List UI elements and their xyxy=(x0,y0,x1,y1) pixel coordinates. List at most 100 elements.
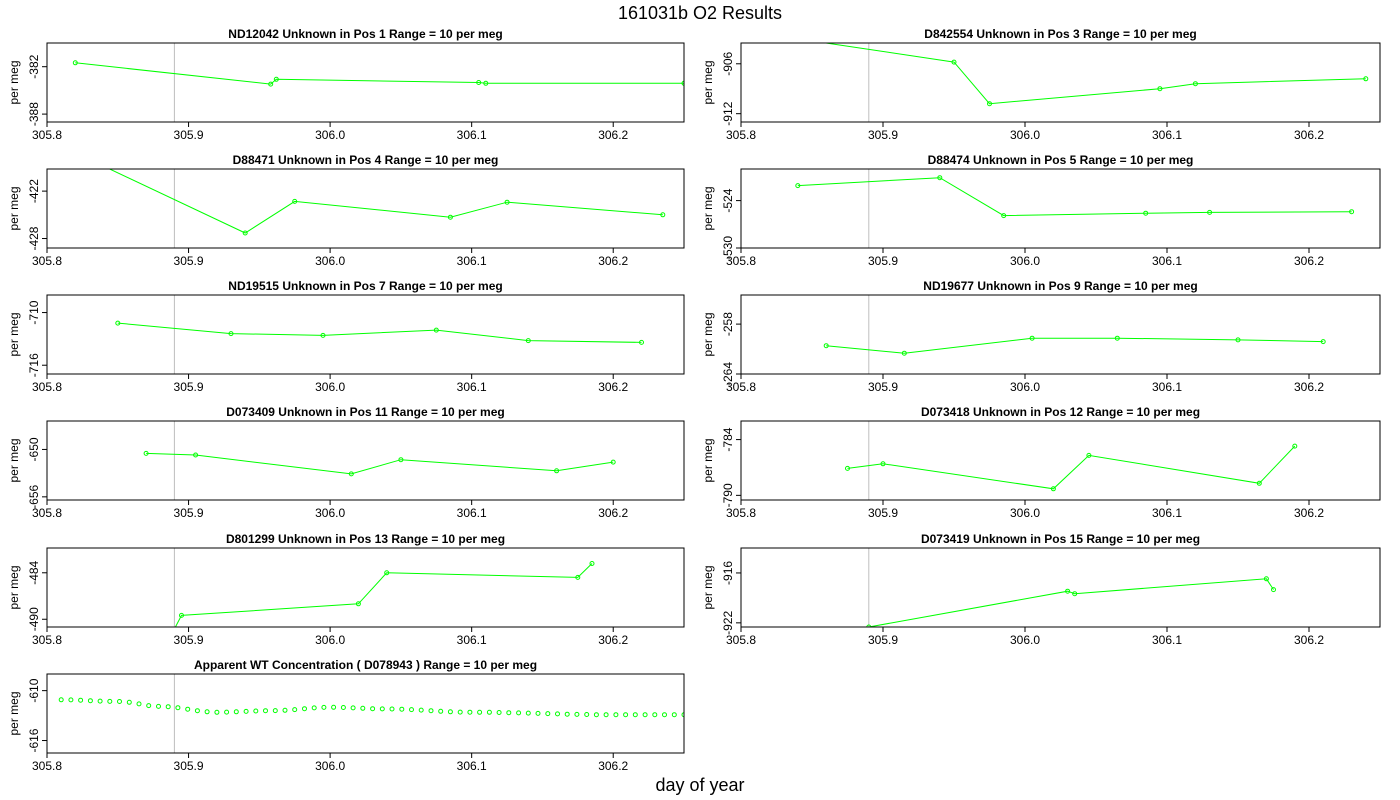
data-point xyxy=(428,708,434,714)
data-point xyxy=(126,699,132,705)
data-point xyxy=(340,705,346,710)
y-axis-label: per meg xyxy=(7,691,21,735)
data-point xyxy=(603,712,609,718)
data-point xyxy=(1192,81,1198,87)
x-tick-label: 305.8 xyxy=(32,759,62,773)
data-point xyxy=(1235,337,1241,343)
x-tick-label: 305.9 xyxy=(174,128,204,142)
data-point xyxy=(623,712,629,718)
data-point xyxy=(525,710,531,716)
x-tick-label: 306.0 xyxy=(315,759,345,773)
data-point xyxy=(433,327,439,333)
data-group xyxy=(822,43,1369,107)
x-tick-label: 306.2 xyxy=(598,380,628,394)
panel-4: D88474 Unknown in Pos 5 Range = 10 per m… xyxy=(701,153,1381,268)
data-point xyxy=(951,59,957,65)
x-tick-label: 306.0 xyxy=(1010,633,1040,647)
plot-frame xyxy=(740,294,1381,375)
y-tick-label: -388 xyxy=(27,102,41,126)
data-point xyxy=(483,80,489,86)
y-tick-label: -656 xyxy=(27,485,41,509)
data-point xyxy=(311,705,317,711)
y-tick-label: -710 xyxy=(27,300,41,324)
data-point xyxy=(193,452,199,458)
data-point xyxy=(575,574,581,580)
data-point xyxy=(179,612,184,618)
plot-frame xyxy=(740,168,1381,249)
data-point xyxy=(504,199,510,205)
x-tick-label: 306.1 xyxy=(1152,380,1182,394)
y-tick-label: -912 xyxy=(721,101,735,125)
panel-1: ND12042 Unknown in Pos 1 Range = 10 per … xyxy=(7,27,685,142)
x-tick-label: 306.2 xyxy=(1294,254,1324,268)
data-point xyxy=(1271,587,1276,593)
data-group xyxy=(58,697,684,718)
data-point xyxy=(165,704,171,710)
y-tick-label: -790 xyxy=(721,483,735,507)
data-point xyxy=(1292,443,1298,449)
panel-10: D073419 Unknown in Pos 15 Range = 10 per… xyxy=(701,532,1381,647)
data-point xyxy=(574,711,580,717)
data-point xyxy=(97,698,103,704)
data-point xyxy=(302,706,307,712)
data-point xyxy=(987,101,992,107)
data-point xyxy=(117,699,122,704)
data-point xyxy=(194,708,200,714)
data-point xyxy=(58,697,64,703)
panel-title: D073409 Unknown in Pos 11 Range = 10 per… xyxy=(226,405,504,419)
data-point xyxy=(175,705,181,711)
data-point xyxy=(379,706,385,712)
data-point xyxy=(384,570,390,576)
y-tick-label: -258 xyxy=(721,312,735,336)
plot-frame xyxy=(740,547,1381,628)
x-tick-label: 305.9 xyxy=(868,633,898,647)
series-line xyxy=(174,563,593,627)
series-line xyxy=(146,452,614,475)
data-point xyxy=(589,561,595,566)
panel-title: D073418 Unknown in Pos 12 Range = 10 per… xyxy=(921,405,1200,419)
data-point xyxy=(233,709,239,715)
x-tick-label: 305.8 xyxy=(726,254,756,268)
x-tick-label: 306.2 xyxy=(1294,633,1324,647)
panel-8: D073418 Unknown in Pos 12 Range = 10 per… xyxy=(701,405,1381,520)
data-point xyxy=(681,712,684,718)
x-tick-label: 306.2 xyxy=(598,633,628,647)
panel-title: D073419 Unknown in Pos 15 Range = 10 per… xyxy=(921,532,1200,546)
data-point xyxy=(78,697,84,703)
y-tick-label: -484 xyxy=(27,560,41,584)
data-point xyxy=(1001,213,1007,219)
data-point xyxy=(516,710,522,716)
x-tick-label: 306.2 xyxy=(598,759,628,773)
data-point xyxy=(496,710,502,715)
x-tick-label: 306.0 xyxy=(1010,128,1040,142)
y-axis-label: per meg xyxy=(701,60,715,104)
data-point xyxy=(1363,76,1369,82)
y-axis-label: per meg xyxy=(7,60,21,104)
data-point xyxy=(476,80,482,85)
data-point xyxy=(447,214,453,220)
panel-title: D88471 Unknown in Pos 4 Range = 10 per m… xyxy=(233,153,499,167)
panel-title: D842554 Unknown in Pos 3 Range = 10 per … xyxy=(924,27,1196,41)
x-tick-label: 306.1 xyxy=(1152,633,1182,647)
y-tick-label: -716 xyxy=(27,353,41,377)
x-tick-label: 306.1 xyxy=(457,506,487,520)
data-point xyxy=(88,158,92,162)
data-point xyxy=(68,697,74,703)
x-tick-label: 306.1 xyxy=(1152,254,1182,268)
x-tick-label: 305.9 xyxy=(174,254,204,268)
panel-title: ND19515 Unknown in Pos 7 Range = 10 per … xyxy=(228,279,502,293)
x-axis-label: day of year xyxy=(655,775,744,795)
y-axis-label: per meg xyxy=(7,186,21,230)
panel-title: ND19677 Unknown in Pos 9 Range = 10 per … xyxy=(923,279,1197,293)
data-group xyxy=(115,320,644,345)
panel-title: D88474 Unknown in Pos 5 Range = 10 per m… xyxy=(928,153,1194,167)
data-point xyxy=(292,198,298,204)
panel-title: D801299 Unknown in Pos 13 Range = 10 per… xyxy=(226,532,505,546)
y-tick-label: -530 xyxy=(721,236,735,260)
data-point xyxy=(273,76,279,82)
x-tick-label: 306.0 xyxy=(315,633,345,647)
x-tick-label: 306.1 xyxy=(457,254,487,268)
data-point xyxy=(613,712,619,718)
data-point xyxy=(467,709,473,715)
